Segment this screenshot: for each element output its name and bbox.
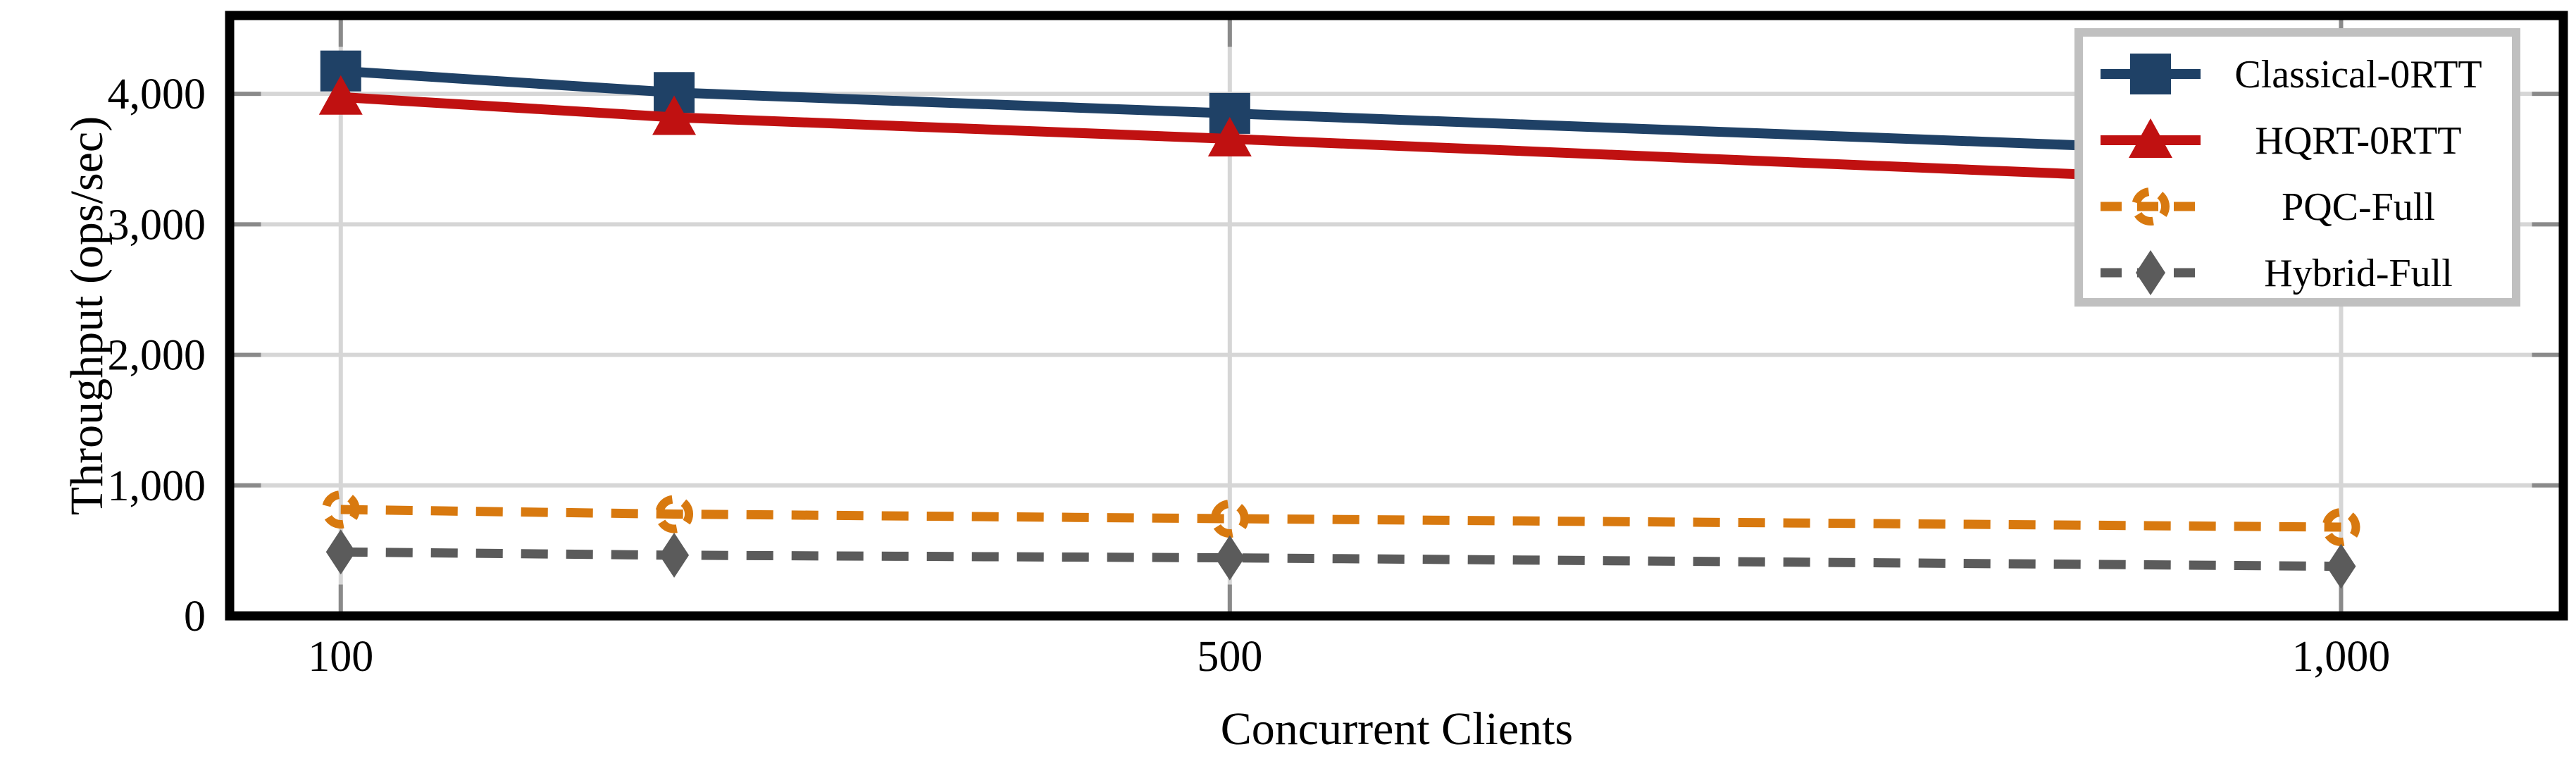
- series-line: [340, 547, 2341, 572]
- plot-frame: [225, 11, 2568, 621]
- open-circle-marker: [321, 490, 360, 529]
- y-tick-label: 2,000: [108, 332, 206, 380]
- legend-entry-classical-0rtt: Classical-0RTT: [2101, 53, 2482, 97]
- open-circle-marker: [1210, 500, 1249, 538]
- tick-marks: [234, 20, 2559, 612]
- y-axis-label: Throughput (ops/sec): [61, 116, 113, 515]
- x-tick-label: 100: [308, 633, 373, 681]
- series-line: [340, 92, 2341, 190]
- y-tick-labels: 0 1,000 2,000 3,000 4,000: [108, 70, 206, 641]
- open-circle-marker: [655, 495, 694, 533]
- diamond-marker: [2136, 250, 2165, 295]
- series-classical-0rtt: [320, 50, 2362, 176]
- series-hybrid-full: [325, 529, 2356, 589]
- x-axis-label: Concurrent Clients: [1221, 703, 1573, 755]
- y-tick-label: 1,000: [108, 462, 206, 510]
- legend-entry-pqc-full: PQC-Full: [2101, 185, 2435, 229]
- legend-entry-hybrid-full: Hybrid-Full: [2101, 250, 2453, 295]
- x-tick-label: 500: [1197, 633, 1262, 681]
- open-circle-marker: [2132, 187, 2170, 226]
- legend-label: Classical-0RTT: [2234, 53, 2482, 97]
- legend: Classical-0RTT HQRT-0RTT PQC-Full Hybrid-Fu…: [2074, 28, 2520, 307]
- diamond-marker: [325, 529, 356, 575]
- x-tick-labels: 100 500 1,000: [308, 633, 2390, 681]
- legend-label: PQC-Full: [2282, 185, 2435, 229]
- triangle-marker: [2129, 118, 2172, 158]
- diamond-marker: [2326, 543, 2356, 589]
- triangle-marker: [318, 75, 363, 115]
- series-pqc-full: [321, 490, 2360, 547]
- triangle-marker: [652, 95, 697, 135]
- triangle-marker: [1207, 117, 1252, 157]
- series-line: [340, 505, 2341, 532]
- legend-label: HQRT-0RTT: [2255, 119, 2462, 163]
- x-tick-label: 1,000: [2292, 633, 2391, 681]
- square-marker: [2130, 54, 2171, 94]
- legend-entry-hqrt-0rtt: HQRT-0RTT: [2101, 118, 2462, 163]
- series-line: [340, 66, 2341, 161]
- y-tick-label: 4,000: [108, 70, 206, 118]
- diamond-marker: [659, 532, 690, 578]
- open-circle-marker: [2322, 508, 2360, 547]
- diamond-marker: [1214, 535, 1245, 581]
- y-tick-label: 0: [184, 593, 206, 641]
- legend-label: Hybrid-Full: [2264, 252, 2453, 295]
- y-tick-label: 3,000: [108, 201, 206, 249]
